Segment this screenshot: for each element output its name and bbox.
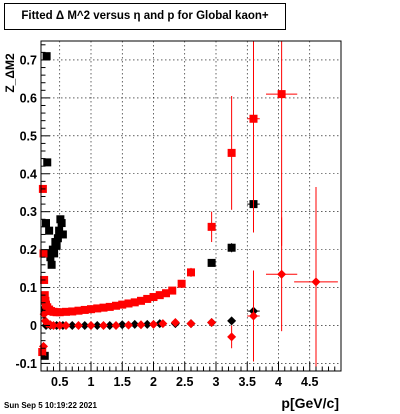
series-1 xyxy=(38,41,298,357)
data-point-diamond xyxy=(105,320,115,330)
data-point-square xyxy=(143,294,152,303)
data-point-square xyxy=(58,230,67,239)
data-point-square xyxy=(68,307,77,316)
data-point-diamond xyxy=(227,332,237,342)
data-point-square xyxy=(39,249,48,258)
y-axis-label: Z_ΔM2 xyxy=(3,53,17,93)
data-point-diamond xyxy=(117,320,127,330)
data-point-square xyxy=(162,289,170,298)
data-point-square xyxy=(105,302,114,311)
data-point-square xyxy=(124,299,133,308)
data-point-diamond xyxy=(277,269,287,279)
data-point-diamond xyxy=(86,320,96,330)
x-tick-label: 3 xyxy=(213,375,220,389)
data-point-diamond xyxy=(80,320,90,330)
data-point-square xyxy=(62,307,70,316)
data-point-diamond xyxy=(67,320,77,330)
x-tick-label: 0.5 xyxy=(51,375,68,389)
data-point-diamond xyxy=(55,320,65,330)
series-3 xyxy=(39,187,338,371)
data-point-square xyxy=(137,296,145,305)
data-point-square xyxy=(43,158,52,167)
data-point-diamond xyxy=(124,320,133,330)
x-tick-label: 2.5 xyxy=(176,375,193,389)
data-point-square xyxy=(227,243,236,252)
data-point-diamond xyxy=(227,316,237,326)
data-point-square xyxy=(277,90,286,99)
y-tick-label: 0.5 xyxy=(20,129,37,143)
x-tick-label: 3.5 xyxy=(239,375,256,389)
data-point-diamond xyxy=(249,311,258,321)
data-point-square xyxy=(47,260,56,269)
data-point-square xyxy=(149,293,158,302)
data-point-square xyxy=(87,305,95,314)
x-tick-label: 1.5 xyxy=(114,375,131,389)
data-point-square xyxy=(168,286,177,295)
data-point-diamond xyxy=(170,317,180,327)
data-point-square xyxy=(99,303,108,312)
data-point-square xyxy=(93,304,102,313)
data-point-square xyxy=(38,348,47,357)
data-point-square xyxy=(55,308,64,317)
data-point-diamond xyxy=(130,319,140,329)
x-tick-label: 2 xyxy=(150,375,157,389)
data-point-diamond xyxy=(39,309,49,319)
data-point-diamond xyxy=(207,317,217,327)
data-point-diamond xyxy=(311,277,321,287)
x-axis-label: p[GeV/c] xyxy=(281,395,339,411)
x-tick-label: 1 xyxy=(88,375,95,389)
data-point-square xyxy=(227,148,236,157)
y-tick-label: 0.6 xyxy=(20,91,37,105)
data-point-square xyxy=(112,301,120,310)
y-tick-label: 0.3 xyxy=(20,205,37,219)
chart-title-box: Fitted Δ M^2 versus η and p for Global k… xyxy=(4,3,286,30)
y-tick-label: -0.1 xyxy=(15,357,37,371)
data-point-square xyxy=(187,268,195,277)
data-point-square xyxy=(50,249,59,258)
data-point-diamond xyxy=(142,319,152,329)
data-point-diamond xyxy=(74,320,83,330)
y-tick-label: 0.7 xyxy=(20,53,37,67)
y-tick-label: 0.1 xyxy=(20,281,37,295)
data-point-diamond xyxy=(111,320,121,330)
y-tick-label: 0.4 xyxy=(20,167,37,181)
data-layer xyxy=(38,41,338,371)
data-point-square xyxy=(53,234,62,243)
data-point-diamond xyxy=(158,319,168,329)
data-point-square xyxy=(42,52,51,61)
data-point-square xyxy=(155,291,164,300)
data-point-diamond xyxy=(61,320,71,330)
data-point-diamond xyxy=(186,319,196,329)
data-point-square xyxy=(57,219,66,228)
data-point-square xyxy=(118,300,127,309)
data-point-square xyxy=(207,258,216,267)
data-point-diamond xyxy=(136,320,146,330)
data-point-diamond xyxy=(99,320,108,330)
y-tick-label: 0.2 xyxy=(20,243,37,257)
data-point-square xyxy=(207,222,216,231)
timestamp: Sun Sep 5 10:19:22 2021 xyxy=(4,401,97,410)
axis-layer: 0.5 1 1.5 2 2.5 3 3.5 4 4.5 -0.1 0 0.1 0.2 0.3 0.4 0.5 0… xyxy=(15,44,342,389)
x-tick-label: 4 xyxy=(275,375,282,389)
data-point-square xyxy=(45,226,54,235)
data-point-square xyxy=(52,241,61,250)
y-tick-label: 0 xyxy=(30,319,37,333)
data-point-square xyxy=(130,298,139,307)
x-tick-label: 4.5 xyxy=(301,375,318,389)
chart-title: Fitted Δ M^2 versus η and p for Global k… xyxy=(21,10,269,22)
data-point-diamond xyxy=(149,319,158,329)
data-point-square xyxy=(80,305,89,314)
data-point-square xyxy=(42,219,50,228)
data-point-square xyxy=(249,114,258,123)
data-point-diamond xyxy=(92,320,102,330)
grid-layer xyxy=(41,41,341,371)
data-point-square xyxy=(177,279,186,288)
data-point-diamond xyxy=(49,320,58,330)
data-point-square xyxy=(74,306,83,315)
